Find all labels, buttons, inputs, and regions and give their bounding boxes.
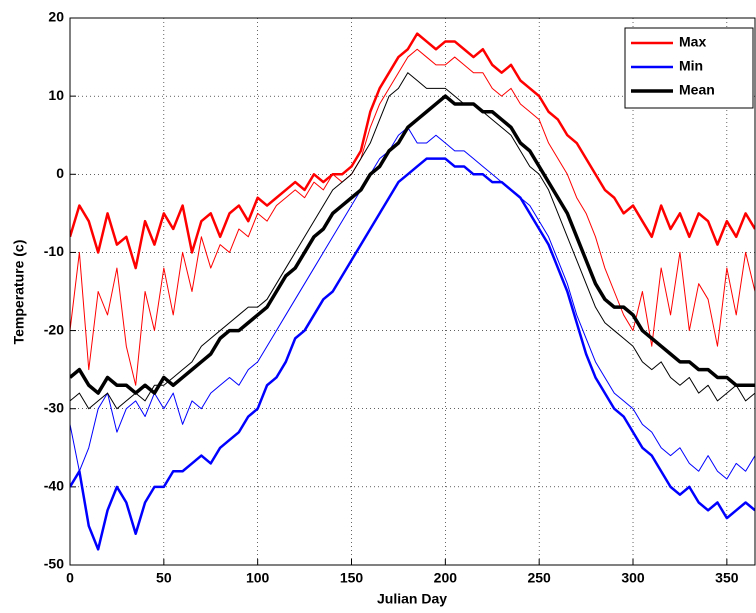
x-tick-label: 100 <box>246 570 270 586</box>
x-tick-label: 300 <box>621 570 645 586</box>
series-line <box>70 72 755 410</box>
x-tick-label: 250 <box>527 570 551 586</box>
x-tick-label: 0 <box>66 570 74 586</box>
legend-label: Min <box>679 58 703 74</box>
series-line <box>70 32 755 270</box>
legend-label: Max <box>679 34 706 50</box>
x-axis-label: Julian Day <box>377 591 447 607</box>
x-tick-label: 50 <box>156 570 172 586</box>
legend-label: Mean <box>679 82 715 98</box>
x-tick-label: 150 <box>340 570 364 586</box>
y-tick-label: 0 <box>56 165 64 181</box>
plot-area <box>70 18 755 565</box>
x-tick-label: 200 <box>434 570 458 586</box>
y-tick-label: 10 <box>48 87 64 103</box>
plot-frame <box>69 17 756 566</box>
series-line <box>70 126 755 480</box>
series-line <box>70 94 755 395</box>
series-line <box>70 48 755 386</box>
y-axis-label: Temperature (c) <box>11 240 27 345</box>
y-tick-label: -20 <box>44 321 64 337</box>
y-tick-label: -30 <box>44 399 64 415</box>
y-tick-label: -50 <box>44 556 64 572</box>
x-tick-label: 350 <box>715 570 739 586</box>
series-line <box>70 157 755 551</box>
y-tick-label: -10 <box>44 243 64 259</box>
y-tick-label: -40 <box>44 478 64 494</box>
y-tick-label: 20 <box>48 9 64 25</box>
